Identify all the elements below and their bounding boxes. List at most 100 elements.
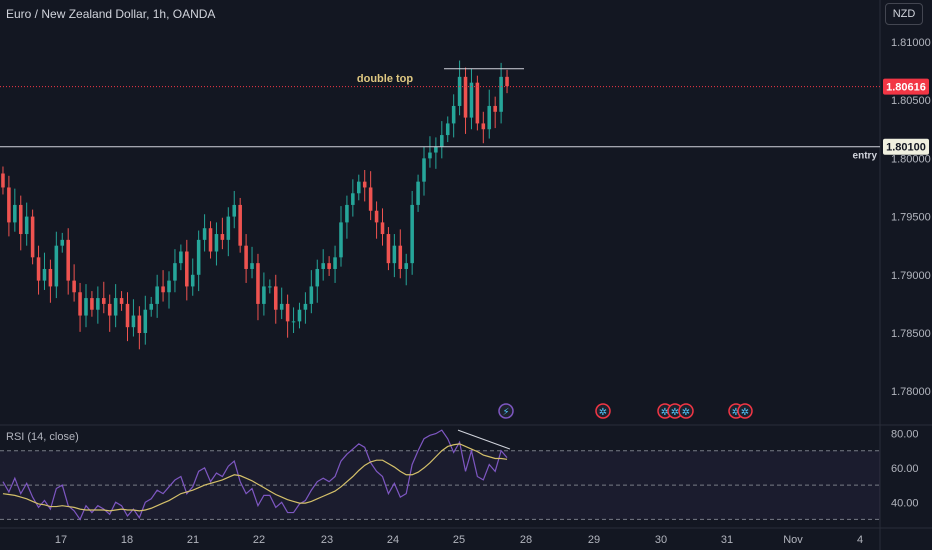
flash-event-icon-glyph: ⚡ — [502, 407, 509, 418]
candle-body — [333, 257, 337, 269]
rsi-band — [0, 450, 880, 520]
candle-body — [445, 123, 450, 136]
candle-body — [60, 239, 65, 246]
time-tick-label: 18 — [121, 534, 133, 546]
candle-body — [173, 263, 177, 281]
candle-body — [137, 315, 142, 334]
candle-body — [179, 251, 183, 264]
candle-body — [262, 286, 266, 304]
economic-event-icon-glyph: ✲ — [661, 407, 669, 418]
candle-body — [362, 181, 367, 188]
flash-event-icon — [498, 403, 514, 419]
candle-body — [463, 76, 468, 118]
candle-body — [398, 245, 403, 269]
candle-body — [392, 245, 397, 264]
candle-body — [161, 286, 165, 293]
candle-body — [214, 234, 219, 252]
candle-body — [327, 263, 331, 269]
economic-event-icon-glyph: ✲ — [671, 407, 679, 418]
candle-body — [315, 268, 320, 287]
entry-price-tag: 1.80100 — [886, 142, 926, 154]
economic-event-icon-glyph: ✲ — [741, 407, 749, 418]
candle-body — [303, 303, 308, 310]
candle-body — [244, 245, 248, 269]
time-tick-label: 25 — [453, 534, 465, 546]
candle-body — [66, 239, 70, 281]
rsi-ma-line — [2, 443, 508, 512]
candle-body — [238, 204, 242, 246]
currency-button[interactable]: NZD — [885, 3, 923, 25]
candle-body — [48, 268, 53, 287]
candle-body — [72, 280, 76, 293]
rsi-label: RSI (14, close) — [6, 431, 79, 443]
rsi-tick-label: 60.00 — [891, 463, 919, 475]
economic-event-icon — [678, 403, 694, 419]
candle-body — [155, 286, 159, 304]
candle-body — [18, 204, 23, 235]
candle-body — [268, 286, 272, 288]
candle-body — [102, 298, 106, 304]
candle-body — [232, 204, 237, 217]
candle-body — [208, 228, 213, 252]
candle-body — [357, 181, 361, 194]
candle-body — [90, 298, 94, 310]
rsi-tick-label: 40.00 — [891, 497, 919, 509]
price-tick-label: 1.79000 — [891, 270, 931, 282]
candle-body — [487, 105, 492, 130]
candle-body — [113, 298, 118, 316]
candle-body — [96, 298, 100, 310]
candle-body — [24, 216, 29, 235]
entry-price-tag-bg — [883, 138, 929, 155]
candle-body — [380, 222, 385, 235]
time-tick-label: Nov — [783, 534, 803, 546]
rsi-tick-label: 80.00 — [891, 429, 919, 441]
candle-body — [256, 263, 260, 304]
candle-body — [185, 251, 189, 287]
candle-body — [125, 303, 130, 328]
economic-event-icon — [737, 403, 753, 419]
candle-body — [422, 158, 426, 182]
time-tick-label: 29 — [588, 534, 600, 546]
candle-body — [386, 234, 391, 264]
candle-body — [457, 76, 462, 106]
double-top-label: double top — [357, 73, 413, 85]
time-tick-label: 31 — [721, 534, 733, 546]
candle-body — [202, 228, 207, 240]
candle-body — [416, 181, 420, 205]
rsi-line — [2, 429, 508, 521]
candle-body — [297, 309, 302, 322]
price-tick-label: 1.80500 — [891, 95, 931, 107]
last-price-tag: 1.80616 — [886, 82, 926, 94]
economic-event-icon — [595, 403, 611, 419]
time-tick-label: 22 — [253, 534, 265, 546]
candle-body — [273, 286, 278, 310]
candle-body — [493, 105, 497, 112]
candle-body — [374, 210, 379, 223]
candle-body — [404, 263, 408, 269]
candle-body — [481, 123, 486, 130]
candle-body — [434, 146, 438, 153]
price-tick-label: 1.81000 — [891, 37, 931, 49]
last-price-tag-bg — [883, 78, 929, 95]
candle-body — [279, 303, 284, 310]
time-tick-label: 28 — [520, 534, 532, 546]
candle-body — [1, 173, 5, 188]
candle-body — [131, 315, 136, 328]
candle-body — [54, 245, 59, 287]
chart-title: Euro / New Zealand Dollar, 1h, OANDA — [6, 7, 216, 21]
candle-body — [250, 263, 254, 269]
candle-body — [149, 303, 153, 310]
candle-body — [475, 82, 480, 124]
candle-body — [469, 82, 474, 118]
price-tick-label: 1.79500 — [891, 212, 931, 224]
candle-body — [119, 298, 124, 304]
candle-body — [368, 187, 373, 211]
candle-body — [143, 309, 148, 334]
candle-body — [13, 204, 17, 223]
time-tick-label: 24 — [387, 534, 399, 546]
price-tick-label: 1.80000 — [891, 153, 931, 165]
candle-body — [36, 257, 41, 281]
economic-event-icon-glyph: ✲ — [732, 407, 740, 418]
candle-body — [345, 204, 349, 223]
